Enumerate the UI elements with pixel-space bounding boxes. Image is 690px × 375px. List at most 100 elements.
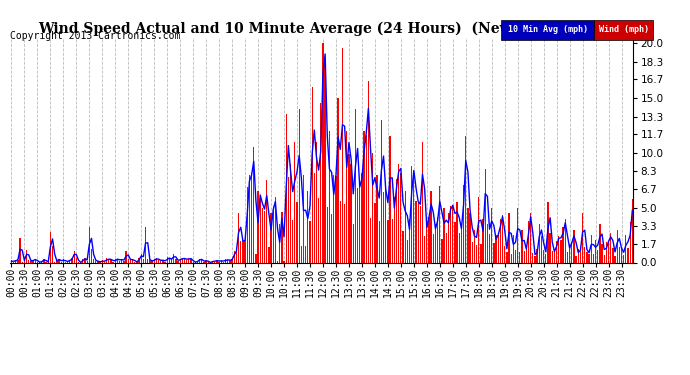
Bar [145, 226, 146, 262]
Bar [294, 142, 295, 262]
Bar [517, 208, 518, 262]
Bar [74, 251, 75, 262]
Bar [158, 260, 159, 262]
Bar [422, 142, 423, 262]
Bar [221, 260, 222, 262]
Bar [543, 250, 544, 262]
Bar [515, 250, 516, 262]
Bar [257, 191, 259, 262]
Bar [459, 233, 460, 262]
Bar [32, 260, 34, 262]
Bar [206, 260, 207, 262]
Bar [179, 259, 181, 262]
Bar [482, 219, 484, 262]
Bar [324, 65, 326, 262]
Text: Wind (mph): Wind (mph) [599, 26, 649, 34]
Bar [497, 235, 499, 262]
Bar [448, 213, 449, 262]
Bar [311, 87, 313, 262]
Bar [424, 236, 425, 262]
Bar [331, 214, 333, 262]
Bar [201, 260, 202, 262]
Bar [69, 260, 70, 262]
Bar [299, 109, 300, 262]
Bar [476, 245, 477, 262]
Bar [480, 244, 482, 262]
Bar [595, 240, 596, 262]
Bar [303, 175, 304, 262]
Bar [326, 207, 328, 262]
Bar [404, 191, 406, 262]
Bar [249, 175, 250, 262]
Bar [364, 131, 365, 262]
Bar [597, 250, 598, 262]
Bar [19, 238, 21, 262]
Bar [387, 220, 388, 262]
Bar [333, 175, 335, 262]
Bar [391, 219, 393, 262]
Bar [63, 259, 64, 262]
Bar [461, 224, 462, 262]
Bar [149, 260, 150, 262]
Bar [82, 259, 83, 262]
Bar [141, 254, 142, 262]
Bar [539, 224, 540, 262]
Bar [379, 221, 380, 262]
Bar [495, 235, 497, 262]
Bar [34, 259, 36, 262]
Bar [301, 246, 302, 262]
Bar [394, 196, 395, 262]
Bar [586, 252, 588, 262]
Bar [307, 191, 308, 262]
Bar [17, 260, 19, 262]
Bar [288, 177, 289, 262]
Bar [26, 250, 27, 262]
Bar [396, 179, 397, 262]
Bar [143, 260, 144, 262]
Bar [199, 259, 200, 262]
Bar [545, 254, 546, 262]
Bar [314, 173, 315, 262]
Bar [549, 233, 551, 262]
Bar [101, 260, 103, 262]
Bar [342, 48, 343, 262]
Bar [231, 259, 233, 262]
Bar [465, 136, 466, 262]
Bar [273, 206, 274, 262]
Bar [344, 204, 345, 262]
Bar [444, 208, 445, 262]
Bar [89, 227, 90, 262]
Bar [76, 258, 77, 262]
Bar [513, 235, 514, 262]
Bar [547, 202, 549, 262]
Bar [591, 235, 592, 262]
Bar [631, 199, 633, 262]
Bar [467, 208, 469, 262]
Bar [454, 222, 455, 262]
Bar [28, 260, 30, 262]
Bar [154, 260, 155, 262]
Bar [417, 202, 419, 262]
Bar [181, 259, 183, 262]
Bar [446, 232, 447, 262]
Bar [71, 258, 72, 262]
Bar [286, 114, 287, 262]
Bar [162, 260, 164, 262]
Bar [320, 104, 322, 262]
Bar [95, 261, 97, 262]
Bar [86, 261, 88, 262]
Bar [262, 208, 263, 262]
Bar [493, 243, 495, 262]
Bar [212, 261, 213, 262]
Bar [353, 224, 354, 262]
Bar [186, 260, 187, 262]
Bar [357, 188, 358, 262]
Bar [275, 196, 276, 262]
Bar [420, 207, 421, 262]
Bar [431, 191, 432, 262]
Bar [279, 224, 280, 262]
Bar [318, 198, 319, 262]
Bar [124, 261, 125, 262]
Bar [554, 252, 555, 262]
Bar [322, 43, 324, 262]
